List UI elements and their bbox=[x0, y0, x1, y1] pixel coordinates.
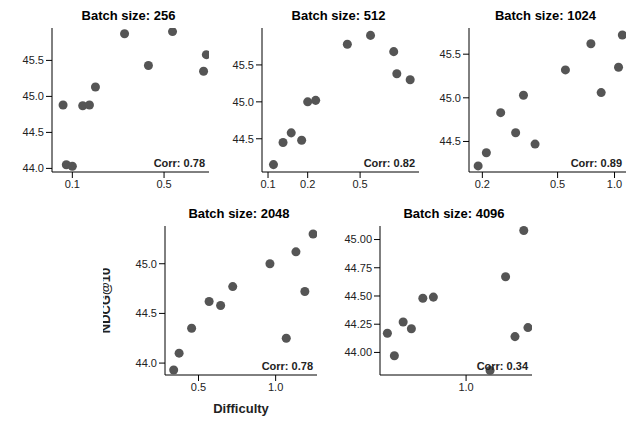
svg-text:44.50: 44.50 bbox=[344, 290, 372, 302]
svg-text:45.0: 45.0 bbox=[233, 96, 254, 108]
svg-text:44.00: 44.00 bbox=[344, 346, 372, 358]
svg-text:44.5: 44.5 bbox=[233, 133, 254, 145]
svg-text:44.5: 44.5 bbox=[136, 307, 157, 319]
svg-text:45.0: 45.0 bbox=[136, 258, 157, 270]
svg-text:0.2: 0.2 bbox=[475, 178, 490, 190]
html-text:Batch size: 2048: Batch size: 2048 bbox=[188, 206, 290, 221]
svg-text:45.5: 45.5 bbox=[440, 48, 461, 60]
svg-text:0.5: 0.5 bbox=[352, 178, 367, 190]
svg-text:44.0: 44.0 bbox=[23, 162, 44, 174]
html-text:Batch size: 512: Batch size: 512 bbox=[291, 8, 386, 23]
html-text:Corr: 0.89: Corr: 0.89 bbox=[570, 157, 622, 169]
svg-text:44.0: 44.0 bbox=[136, 357, 157, 369]
svg-text:44.25: 44.25 bbox=[344, 318, 372, 330]
svg-text:45.5: 45.5 bbox=[23, 54, 44, 66]
svg-text:45.0: 45.0 bbox=[23, 90, 44, 102]
html-text:Batch size: 4096: Batch size: 4096 bbox=[403, 206, 505, 221]
html-text:Corr: 0.78: Corr: 0.78 bbox=[153, 157, 205, 169]
svg-text:0.1: 0.1 bbox=[65, 178, 80, 190]
svg-text:Difficulty: Difficulty bbox=[213, 401, 269, 416]
svg-text:1.0: 1.0 bbox=[607, 178, 622, 190]
svg-text:45.0: 45.0 bbox=[440, 92, 461, 104]
svg-text:0.2: 0.2 bbox=[300, 178, 315, 190]
svg-text:45.5: 45.5 bbox=[233, 59, 254, 71]
svg-text:NDCG@10: NDCG@10 bbox=[103, 268, 113, 333]
html-text:Batch size: 1024: Batch size: 1024 bbox=[494, 8, 597, 23]
html-text:Corr: 0.34: Corr: 0.34 bbox=[476, 360, 528, 372]
html-text:Corr: 0.78: Corr: 0.78 bbox=[261, 360, 313, 372]
html-text:Batch size: 256: Batch size: 256 bbox=[81, 8, 176, 23]
html-text:Corr: 0.82: Corr: 0.82 bbox=[363, 157, 415, 169]
svg-text:0.5: 0.5 bbox=[191, 381, 206, 393]
svg-text:44.5: 44.5 bbox=[440, 135, 461, 147]
svg-text:44.5: 44.5 bbox=[23, 126, 44, 138]
svg-text:45.00: 45.00 bbox=[344, 233, 372, 245]
svg-text:44.75: 44.75 bbox=[344, 262, 372, 274]
svg-text:1.0: 1.0 bbox=[458, 381, 473, 393]
svg-text:0.5: 0.5 bbox=[550, 178, 565, 190]
svg-text:0.1: 0.1 bbox=[260, 178, 275, 190]
svg-text:1.0: 1.0 bbox=[268, 381, 283, 393]
svg-text:0.5: 0.5 bbox=[156, 178, 171, 190]
